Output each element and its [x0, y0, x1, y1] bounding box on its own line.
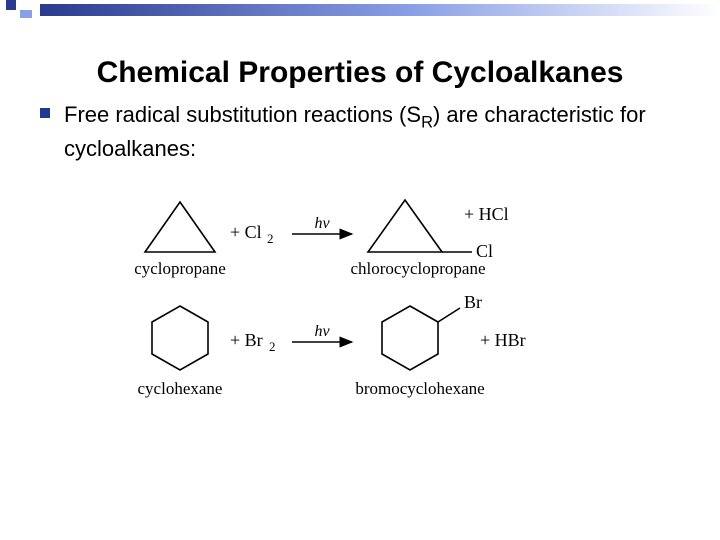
slide: Chemical Properties of Cycloalkanes Free…	[0, 0, 720, 540]
product-2-substituent: Br	[464, 292, 482, 312]
reactant-2-label: cyclohexane	[138, 379, 223, 398]
bullet-text: Free radical substitution reactions (SR)…	[64, 100, 680, 163]
bullet-square-icon	[40, 108, 50, 118]
page-title: Chemical Properties of Cycloalkanes	[40, 56, 680, 90]
bullet-subscript: R	[421, 113, 433, 131]
product-1-shape	[368, 200, 472, 252]
body-text: Free radical substitution reactions (SR)…	[40, 100, 680, 163]
bullet-prefix: Free radical substitution reactions (S	[64, 102, 421, 127]
reagent-1: + Cl	[230, 222, 262, 242]
reagent-2: + Br	[230, 330, 263, 350]
product-1-substituent: Cl	[476, 241, 493, 261]
product-2-shape	[382, 306, 460, 370]
bullet-item: Free radical substitution reactions (SR)…	[40, 100, 680, 163]
reactant-1-label: cyclopropane	[134, 259, 226, 278]
reagent-2-sub: 2	[269, 339, 276, 354]
reactant-2-shape	[152, 306, 208, 370]
byproduct-2: + HBr	[480, 330, 526, 350]
reaction-diagram: cyclopropane + Cl 2 hv Cl chlorocyclopro…	[120, 190, 600, 420]
reaction-2-condition: hv	[314, 323, 330, 340]
product-2-label: bromocyclohexane	[355, 379, 484, 398]
product-1-label: chlorocyclopropane	[351, 259, 486, 278]
reactant-1-shape	[145, 202, 215, 252]
byproduct-1: + HCl	[464, 204, 509, 224]
reaction-1-condition: hv	[314, 215, 330, 232]
top-accent-bar	[0, 0, 720, 18]
reagent-1-sub: 2	[267, 231, 274, 246]
